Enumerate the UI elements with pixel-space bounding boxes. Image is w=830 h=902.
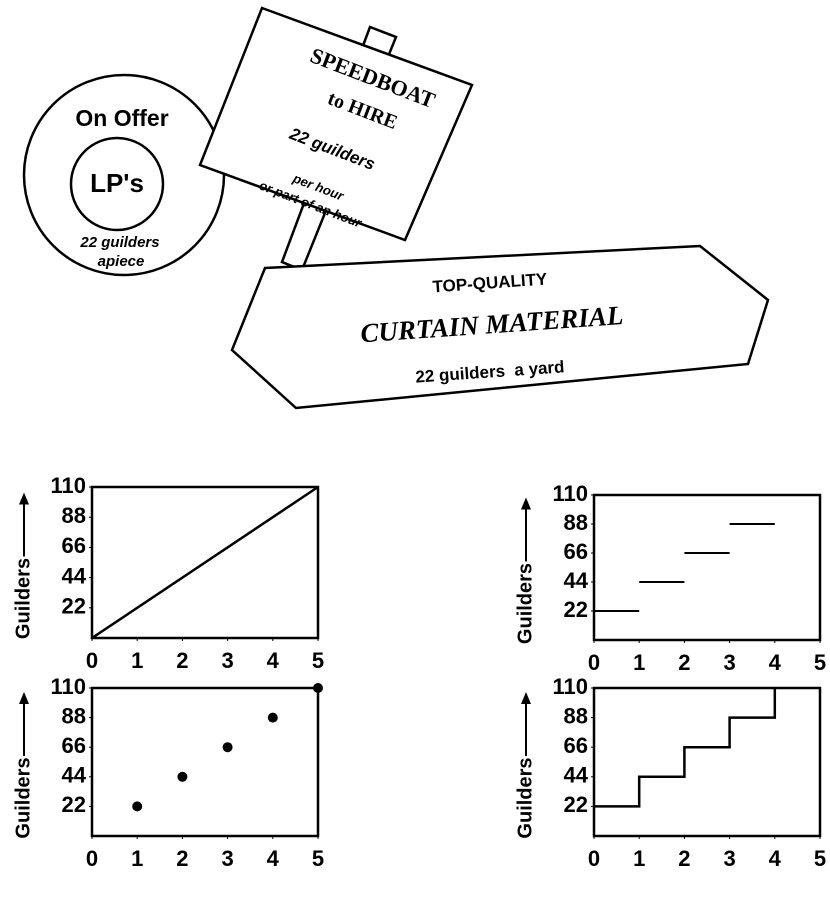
offer-unit: apiece [98,253,145,270]
plot-frame [592,686,822,838]
y-axis-label: Guilders [514,757,536,838]
data-line [594,688,777,808]
y-axis-arrowhead [19,692,29,704]
x-tick-label: 3 [723,650,735,675]
y-tick-label: 44 [564,763,589,788]
data-point [222,742,233,753]
x-tick-label: 4 [769,650,782,675]
x-tick-label: 0 [588,846,600,871]
y-tick-label: 44 [62,763,87,788]
x-tick-label: 0 [86,846,98,871]
y-tick-label: 66 [564,733,588,758]
chart: 22 44 66 88 110 0 1 2 3 4 5 Guilders [12,674,324,871]
y-axis-label: Guilders [12,757,34,838]
y-tick-label: 22 [564,597,588,622]
x-tick-label: 2 [678,650,690,675]
y-tick-label: 88 [62,503,86,528]
y-axis-arrowhead [521,692,531,704]
y-tick-label: 110 [553,481,589,506]
y-tick-label: 44 [564,568,589,593]
x-tick-label: 5 [312,648,324,673]
x-tick-label: 1 [131,648,143,673]
x-tick-label: 5 [814,650,826,675]
offer-title: On Offer [75,105,168,131]
curtain-sign: TOP-QUALITY CURTAIN MATERIAL 22 guilders… [230,244,770,410]
x-tick-label: 3 [723,846,735,871]
y-axis-label: Guilders [514,563,536,644]
x-tick-label: 3 [221,648,233,673]
speedboat-board [198,6,474,242]
y-tick-label: 66 [62,733,86,758]
y-tick-label: 88 [62,703,86,728]
x-tick-label: 2 [176,846,188,871]
offer-sign: On Offer LP's 22 guilders apiece [22,73,226,277]
y-tick-label: 22 [62,594,86,619]
x-tick-label: 1 [633,846,645,871]
y-axis-arrowhead [521,497,531,510]
y-tick-label: 110 [51,674,87,699]
y-tick-label: 22 [564,792,588,817]
x-tick-label: 0 [86,648,98,673]
y-axis-arrowhead [19,492,29,505]
x-tick-label: 2 [678,846,690,871]
x-tick-label: 5 [312,846,324,871]
y-tick-label: 66 [62,533,86,558]
data-point [267,712,278,723]
data-point [177,771,188,782]
x-tick-label: 4 [267,846,280,871]
x-tick-label: 4 [769,846,782,871]
chart: 22 44 66 88 110 0 1 2 3 4 5 Guilders [12,473,324,673]
x-tick-label: 4 [267,648,280,673]
offer-price: 22 guilders [79,234,159,251]
y-tick-label: 66 [564,539,588,564]
x-tick-label: 3 [221,846,233,871]
plot-frame [592,493,822,642]
y-tick-label: 88 [564,510,588,535]
curtain-board [230,244,770,410]
y-tick-label: 22 [62,792,86,817]
y-axis-label: Guilders [12,558,34,639]
data-point [313,683,323,693]
x-tick-label: 1 [633,650,645,675]
plot-frame [90,485,320,640]
x-tick-label: 2 [176,648,188,673]
chart: 22 44 66 88 110 0 1 2 3 4 5 Guilders [514,674,826,871]
y-tick-label: 110 [51,473,87,498]
y-tick-label: 88 [564,703,588,728]
x-tick-label: 0 [588,650,600,675]
offer-item: LP's [90,168,144,198]
plot-frame [90,686,320,838]
offer-inner-circle [69,136,165,232]
chart: 22 44 66 88 110 0 1 2 3 4 5 Guilders [514,481,826,675]
data-line [91,485,319,640]
y-tick-label: 110 [553,674,589,699]
x-tick-label: 1 [131,846,143,871]
data-point [132,801,143,812]
x-tick-label: 5 [814,846,826,871]
y-tick-label: 44 [62,563,87,588]
speedboat-sign: SPEEDBOAT to HIRE 22 guilders per hour o… [198,6,474,242]
